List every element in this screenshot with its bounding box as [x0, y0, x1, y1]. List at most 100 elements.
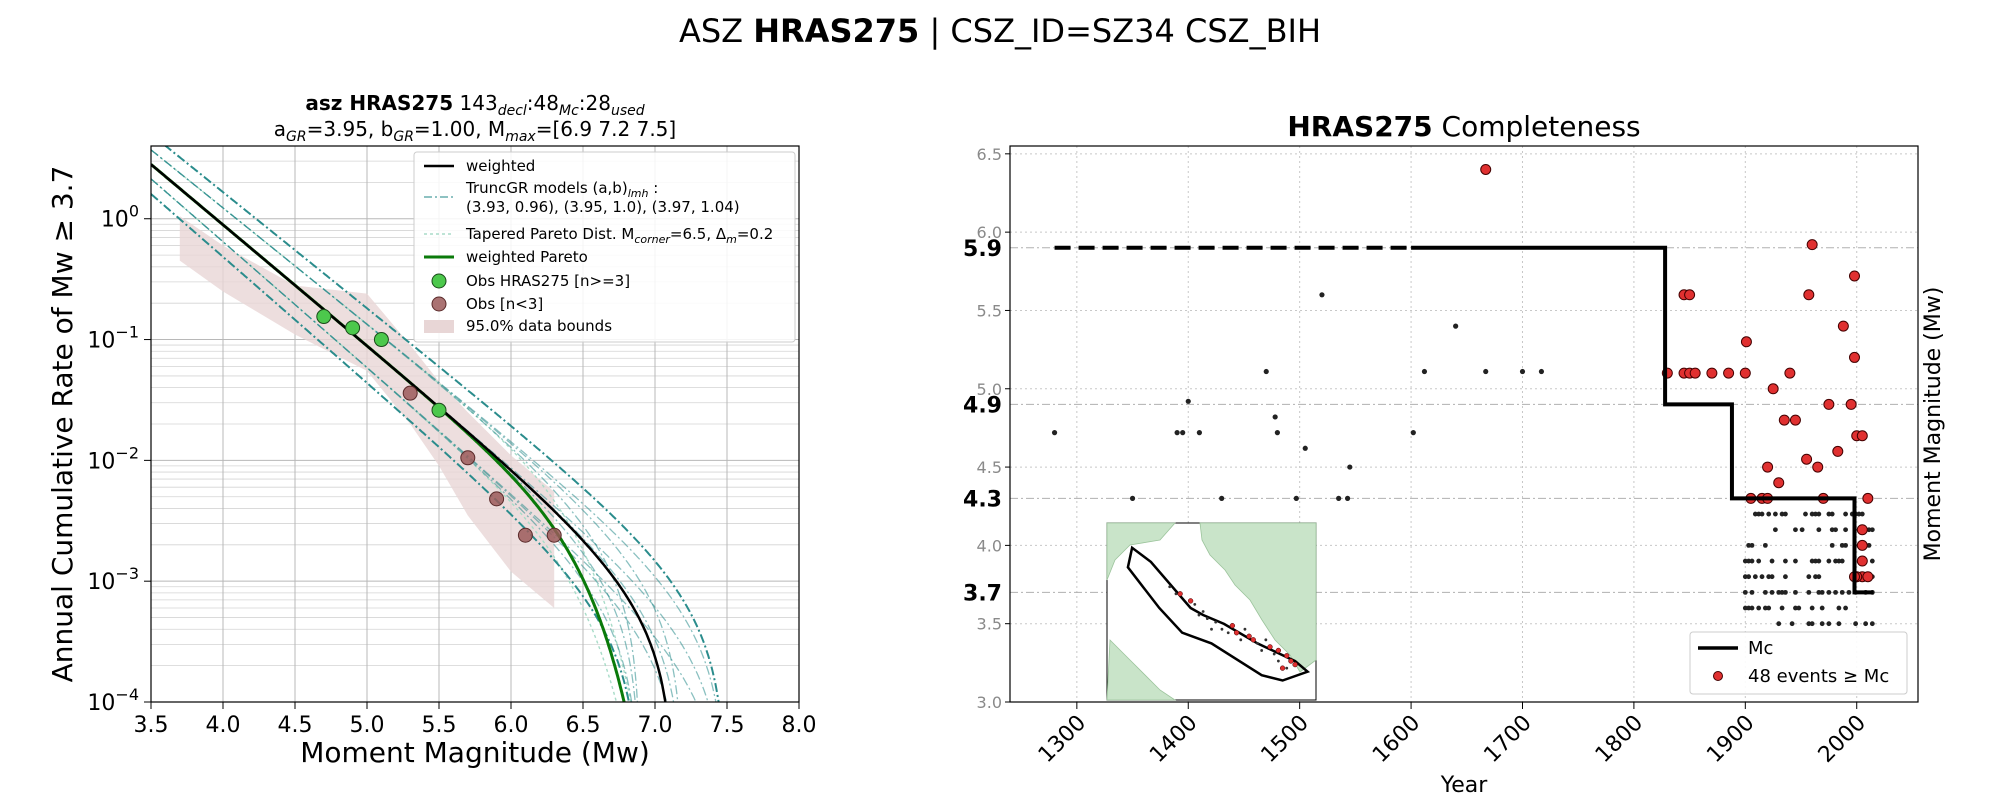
inset-map-event: [1168, 585, 1172, 589]
left-x-tick-label: 4.0: [206, 713, 241, 738]
event-below-mc: [1843, 527, 1848, 533]
event-below-mc: [1453, 323, 1459, 329]
event-below-mc: [1051, 430, 1058, 436]
event-below-mc: [1344, 495, 1351, 501]
obs-used-point: [316, 309, 332, 325]
event-above-mc: [1773, 477, 1785, 489]
left-x-tick-label: 6.5: [566, 713, 601, 738]
left-plot-frame: [150, 145, 800, 703]
event-below-mc: [1836, 621, 1842, 627]
event-below-mc: [1776, 621, 1782, 627]
event-below-mc: [1826, 621, 1832, 627]
inset-map: [1106, 522, 1317, 701]
legend-events-label: 48 events ≥ Mc: [1748, 666, 1889, 687]
event-below-mc: [1185, 398, 1191, 404]
event-below-mc: [1799, 527, 1805, 533]
obs-unused-point: [460, 450, 476, 466]
event-below-mc: [1813, 511, 1818, 517]
obs-unused-point: [517, 527, 533, 543]
event-above-mc: [1845, 398, 1857, 410]
left-chart-title-line2: aGR=3.95, bGR=1.00, Mmax=[6.9 7.2 7.5]: [274, 117, 676, 145]
left-x-tick-label: 7.5: [710, 713, 745, 738]
event-below-mc: [1809, 558, 1815, 564]
event-above-mc: [1778, 414, 1790, 426]
right-y-tick-label: 4.5: [977, 458, 1002, 477]
event-below-mc: [1826, 511, 1832, 517]
left-x-tick-label: 6.0: [494, 713, 529, 738]
event-below-mc: [1859, 511, 1865, 517]
inset-map-event: [1210, 627, 1213, 631]
inset-map-event-used: [1229, 623, 1236, 629]
mc-level-label: 4.3: [963, 487, 1002, 512]
inset-map-event-used: [1267, 644, 1273, 650]
inset-map-event-used: [1288, 658, 1294, 664]
legend-obs-used-marker: [431, 273, 447, 289]
event-above-mc: [1803, 289, 1815, 301]
right-y-axis-label: Moment Magnitude (Mw): [1921, 287, 1946, 562]
obs-used-point: [345, 320, 361, 336]
inset-map-event: [1256, 641, 1259, 645]
event-below-mc: [1813, 558, 1818, 564]
inset-map-event: [1264, 638, 1268, 642]
event-above-mc: [1848, 270, 1860, 282]
inset-map-event: [1201, 610, 1205, 613]
event-below-mc: [1839, 589, 1845, 595]
event-above-mc: [1862, 492, 1874, 504]
right-y-tick-label: 3.0: [977, 693, 1002, 712]
inset-map-land-south: [1106, 639, 1177, 701]
event-below-mc: [1816, 527, 1822, 533]
event-below-mc: [1219, 495, 1225, 501]
event-below-mc: [1836, 558, 1842, 564]
inset-map-event: [1205, 617, 1209, 620]
legend-pareto-label: weighted Pareto: [466, 248, 588, 266]
event-below-mc: [1746, 574, 1752, 580]
legend-obs-unused-marker: [431, 296, 447, 312]
completeness-chart: HRAS275 Completeness 1300 1400 1500 1600 170…: [963, 110, 1946, 798]
obs-used-point: [373, 332, 389, 348]
event-below-mc: [1783, 574, 1788, 580]
event-above-mc: [1689, 367, 1701, 379]
event-below-mc: [1853, 621, 1859, 627]
event-below-mc: [1319, 292, 1325, 298]
inset-map-event-used: [1246, 633, 1252, 639]
event-below-mc: [1806, 589, 1812, 595]
event-above-mc: [1837, 320, 1849, 332]
event-below-mc: [1806, 574, 1812, 580]
event-below-mc: [1483, 368, 1489, 375]
event-below-mc: [1843, 511, 1848, 517]
event-below-mc: [1783, 558, 1788, 564]
inset-map-zone-outline: [1126, 545, 1311, 682]
event-below-mc: [1839, 542, 1845, 548]
left-y-ticks: 100 10−1 10−2 10−3 10−4: [87, 202, 151, 716]
event-below-mc: [1813, 574, 1818, 580]
event-above-mc: [1806, 239, 1818, 251]
event-above-mc: [1823, 398, 1835, 410]
event-below-mc: [1819, 589, 1825, 595]
event-below-mc: [1803, 511, 1808, 517]
event-below-mc: [1274, 430, 1280, 436]
event-below-mc: [1129, 495, 1136, 501]
inset-map-event-used: [1284, 653, 1290, 659]
right-x-axis-label: Year: [1440, 773, 1489, 798]
event-below-mc: [1809, 621, 1815, 627]
left-y-axis-label: Annual Cumulative Rate of Mw ≥ 3.7: [46, 166, 79, 683]
event-below-mc: [1746, 605, 1752, 611]
truncgr-curve: [151, 178, 697, 702]
event-below-mc: [1866, 542, 1872, 548]
left-x-tick-label: 5.5: [422, 713, 457, 738]
right-x-tick-label: 1500: [1257, 711, 1314, 768]
event-below-mc: [1196, 430, 1202, 436]
left-x-axis-label: Moment Magnitude (Mw): [300, 736, 650, 769]
event-below-mc: [1816, 511, 1822, 517]
event-below-mc: [1843, 605, 1848, 611]
event-below-mc: [1869, 558, 1875, 564]
event-below-mc: [1766, 605, 1772, 611]
inset-map-event: [1220, 627, 1224, 631]
event-below-mc: [1833, 527, 1838, 533]
event-below-mc: [1846, 589, 1852, 595]
legend-bounds-label: 95.0% data bounds: [466, 317, 612, 335]
right-x-tick-label: 1300: [1034, 711, 1091, 768]
event-above-mc: [1848, 351, 1860, 363]
event-below-mc: [1762, 589, 1768, 595]
event-below-mc: [1756, 558, 1762, 564]
